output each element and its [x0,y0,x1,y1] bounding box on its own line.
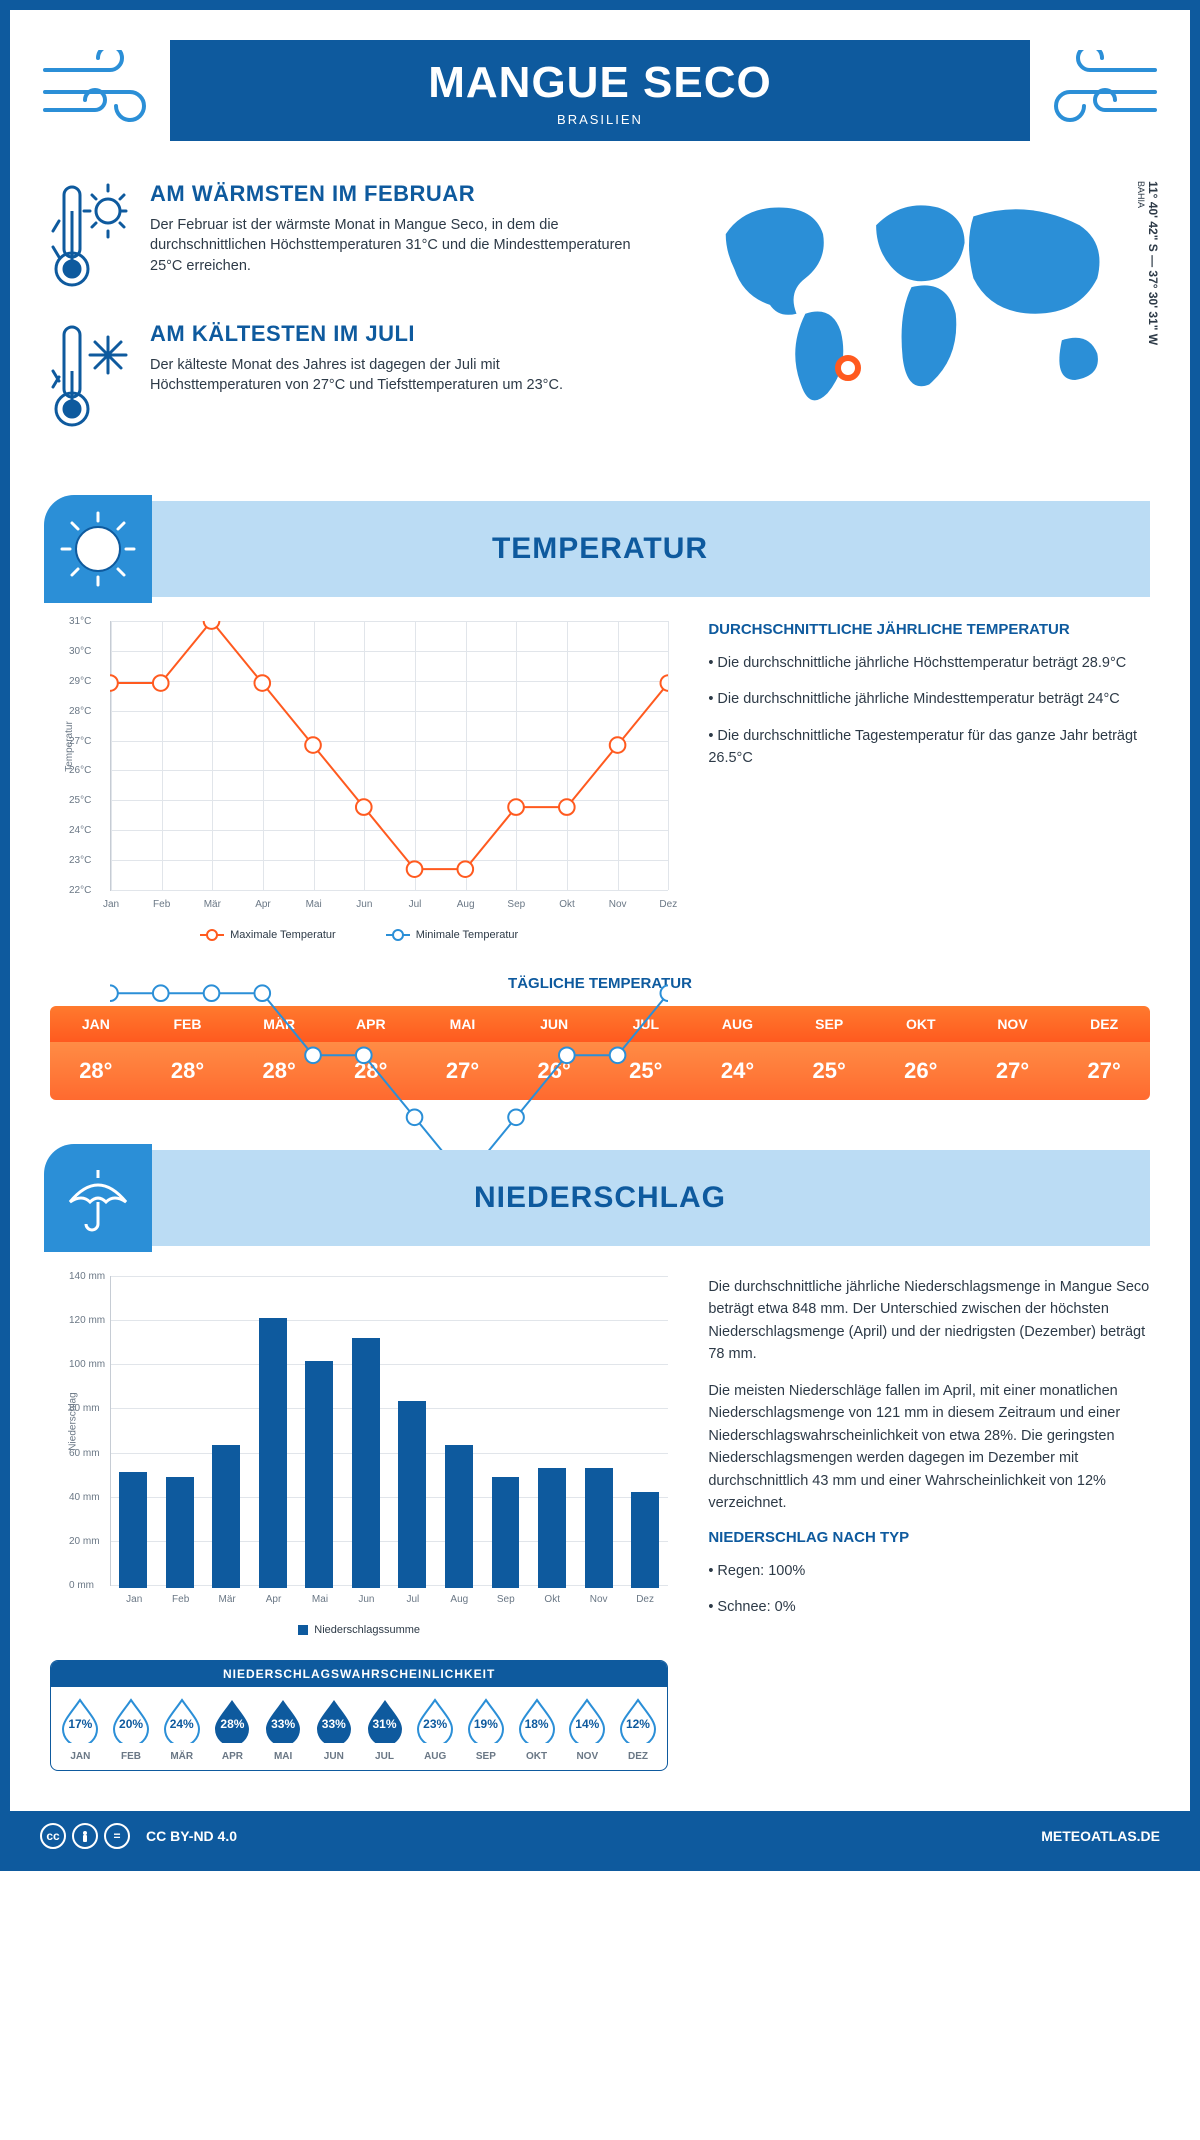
precip-p2: Die meisten Niederschläge fallen im Apri… [708,1380,1150,1515]
fact-warm-title: AM WÄRMSTEN IM FEBRUAR [150,181,633,207]
license-badges: cc = CC BY-ND 4.0 [40,1823,237,1849]
prob-month-label: APR [207,1751,258,1762]
wind-icon [40,50,160,130]
coordinates-label: 11° 40' 42" S — 37° 30' 31" W BAHIA [1136,181,1160,345]
table-header-cell: NOV [967,1016,1059,1032]
section-precip-title: NIEDERSCHLAG [474,1181,726,1215]
prob-month-label: JAN [55,1751,106,1762]
prob-month-label: OKT [511,1751,562,1762]
prob-title: NIEDERSCHLAGSWAHRSCHEINLICHKEIT [51,1661,667,1687]
prob-month-label: JUN [308,1751,359,1762]
footer: cc = CC BY-ND 4.0 METEOATLAS.DE [10,1811,1190,1861]
bar [585,1468,613,1588]
precip-summary: Die durchschnittliche jährliche Niedersc… [708,1276,1150,1771]
thermometer-sun-icon [50,181,130,291]
fact-warm-text: Der Februar ist der wärmste Monat in Man… [150,215,633,276]
map-panel: 11° 40' 42" S — 37° 30' 31" W BAHIA [673,181,1150,461]
table-cell: 24° [692,1058,784,1084]
bar [398,1401,426,1588]
precip-p1: Die durchschnittliche jährliche Niedersc… [708,1276,1150,1366]
temp-summary-heading: DURCHSCHNITTLICHE JÄHRLICHE TEMPERATUR [708,621,1150,638]
temp-summary-p3: • Die durchschnittliche Tagestemperatur … [708,725,1150,770]
probability-drop: 12% [617,1697,659,1743]
bar [492,1477,520,1588]
prob-month-label: DEZ [613,1751,664,1762]
section-temp-band: TEMPERATUR [50,501,1150,597]
table-cell: 27° [967,1058,1059,1084]
bar [631,1492,659,1588]
probability-drop: 31% [364,1697,406,1743]
bar [166,1477,194,1588]
nd-icon: = [104,1823,130,1849]
page-subtitle: BRASILIEN [170,112,1030,127]
bar [538,1468,566,1588]
probability-drop: 17% [59,1697,101,1743]
prob-month-label: JUL [359,1751,410,1762]
bar [212,1445,240,1588]
probability-drop: 19% [465,1697,507,1743]
probability-drop: 24% [161,1697,203,1743]
page-root: MANGUE SECO BRASILIEN [0,0,1200,1871]
bar [305,1361,333,1588]
section-precip-band: NIEDERSCHLAG [50,1150,1150,1246]
table-header-cell: SEP [783,1016,875,1032]
thermometer-snow-icon [50,321,130,431]
table-header-cell: OKT [875,1016,967,1032]
world-map-icon [673,181,1150,411]
sun-icon [44,495,152,603]
prob-month-label: SEP [461,1751,512,1762]
temp-summary: DURCHSCHNITTLICHE JÄHRLICHE TEMPERATUR •… [708,621,1150,941]
prob-month-label: MAI [258,1751,309,1762]
temp-summary-p2: • Die durchschnittliche jährliche Mindes… [708,688,1150,710]
fact-coldest: AM KÄLTESTEN IM JULI Der kälteste Monat … [50,321,633,431]
section-temp-title: TEMPERATUR [492,532,708,566]
probability-drop: 23% [414,1697,456,1743]
probability-drop: 20% [110,1697,152,1743]
precip-bar-chart: Niederschlag 0 mm20 mm40 mm60 mm80 mm100… [50,1276,668,1616]
precip-probability-box: NIEDERSCHLAGSWAHRSCHEINLICHKEIT 17%20%24… [50,1660,668,1771]
probability-drop: 33% [262,1697,304,1743]
intro-section: AM WÄRMSTEN IM FEBRUAR Der Februar ist d… [10,141,1190,481]
bar [352,1338,380,1588]
table-cell: 26° [875,1058,967,1084]
precip-type-head: NIEDERSCHLAG NACH TYP [708,1529,1150,1546]
bar [259,1318,287,1588]
precip-type1: • Regen: 100% [708,1560,1150,1582]
prob-month-label: NOV [562,1751,613,1762]
by-icon [72,1823,98,1849]
probability-drop: 18% [516,1697,558,1743]
umbrella-icon [44,1144,152,1252]
chart-ylabel: Niederschlag [68,1392,79,1450]
prob-month-label: AUG [410,1751,461,1762]
site-name: METEOATLAS.DE [1041,1828,1160,1844]
fact-cold-text: Der kälteste Monat des Jahres ist dagege… [150,355,633,396]
bar [119,1472,147,1588]
precip-type2: • Schnee: 0% [708,1596,1150,1618]
probability-drop: 33% [313,1697,355,1743]
fact-warmest: AM WÄRMSTEN IM FEBRUAR Der Februar ist d… [50,181,633,291]
temp-summary-p1: • Die durchschnittliche jährliche Höchst… [708,652,1150,674]
wind-icon [1040,50,1160,130]
prob-month-label: FEB [106,1751,157,1762]
cc-icon: cc [40,1823,66,1849]
license-text: CC BY-ND 4.0 [146,1828,237,1844]
table-cell: 27° [1058,1058,1150,1084]
precip-legend: Niederschlagssumme [50,1624,668,1636]
probability-drop: 14% [566,1697,608,1743]
header-band: MANGUE SECO BRASILIEN [170,40,1030,141]
bar [445,1445,473,1588]
temperature-line-chart: Temperatur 22°C23°C24°C25°C26°C27°C28°C2… [50,621,668,921]
probability-drop: 28% [211,1697,253,1743]
prob-month-label: MÄR [156,1751,207,1762]
page-title: MANGUE SECO [170,58,1030,108]
map-marker-icon [835,355,861,381]
table-cell: 25° [783,1058,875,1084]
table-header-cell: AUG [692,1016,784,1032]
table-header-cell: DEZ [1058,1016,1150,1032]
fact-cold-title: AM KÄLTESTEN IM JULI [150,321,633,347]
